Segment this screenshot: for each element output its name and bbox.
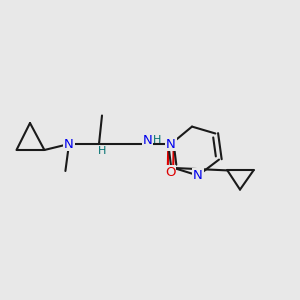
Text: N: N: [143, 134, 152, 148]
Text: H: H: [152, 135, 161, 146]
Text: N: N: [166, 137, 176, 151]
Text: N: N: [193, 169, 203, 182]
Text: H: H: [98, 146, 106, 156]
Text: O: O: [165, 166, 175, 179]
Text: N: N: [64, 137, 74, 151]
